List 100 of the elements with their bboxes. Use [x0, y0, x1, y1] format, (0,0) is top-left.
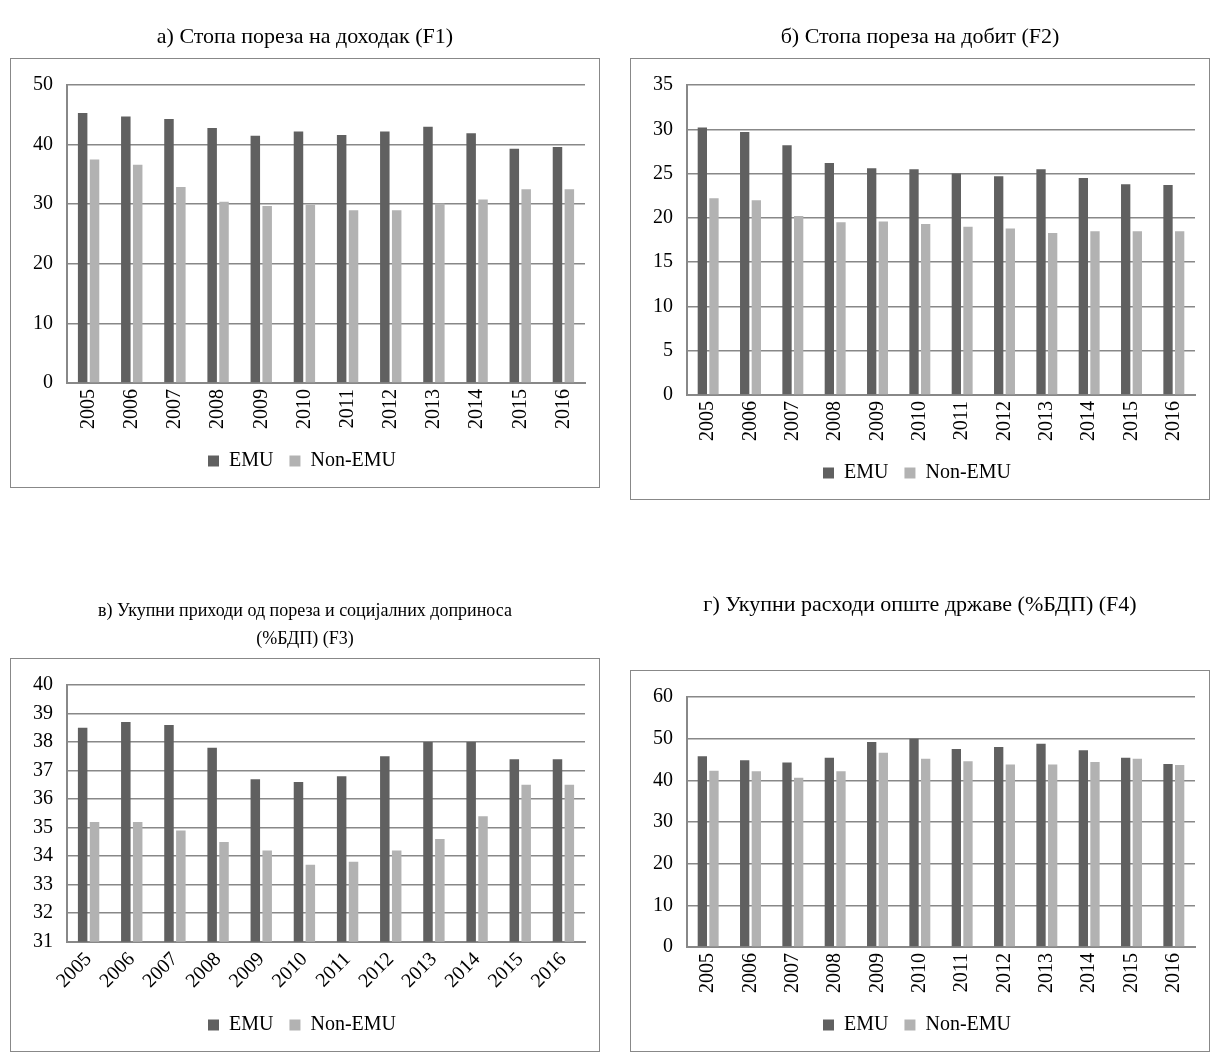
- x-tick-label: 2009: [248, 389, 271, 429]
- x-tick-label: 2005: [75, 389, 98, 429]
- bar: [1132, 231, 1142, 395]
- x-tick-label: 2016: [1161, 401, 1184, 441]
- bar: [207, 127, 217, 383]
- x-tick-label: 2011: [949, 953, 972, 993]
- x-tick-label: 2007: [780, 953, 803, 993]
- x-tick-label: 2013: [1034, 401, 1057, 441]
- x-tick-label: 2010: [291, 389, 314, 429]
- bar: [132, 164, 143, 383]
- bar: [994, 176, 1004, 395]
- legend-label: Non-EMU: [925, 1012, 1012, 1035]
- x-tick-label: 2012: [991, 953, 1014, 993]
- bar: [782, 762, 792, 947]
- x-tick-label: 2015: [1118, 401, 1141, 441]
- chart-title: а) Стопа пореза на доходак (F1): [155, 22, 455, 50]
- bar: [878, 752, 888, 947]
- x-tick-label: 2011: [334, 389, 357, 429]
- bar: [250, 135, 261, 383]
- bar: [963, 226, 973, 395]
- y-tick-label: 39: [33, 700, 53, 723]
- bar: [423, 126, 433, 383]
- bar: [1090, 762, 1100, 947]
- x-tick-label: 2016: [550, 389, 573, 429]
- bar: [921, 224, 931, 395]
- bar: [1175, 764, 1185, 947]
- bar: [782, 145, 792, 395]
- bar: [709, 198, 719, 395]
- bar: [836, 222, 846, 395]
- bar: [1048, 232, 1058, 395]
- x-tick-label: 2015: [1118, 953, 1141, 993]
- bar: [824, 757, 834, 947]
- x-tick-label: 2006: [737, 401, 760, 441]
- bar: [164, 118, 174, 383]
- legend-label: EMU: [844, 1012, 889, 1035]
- x-tick-label: 2011: [310, 947, 355, 991]
- bar: [836, 771, 846, 947]
- bar: [1175, 231, 1185, 395]
- bar: [740, 760, 750, 947]
- bar: [478, 199, 488, 383]
- bar: [1078, 178, 1088, 395]
- bar: [740, 131, 750, 395]
- y-tick-label: 33: [33, 871, 53, 894]
- bar: [1163, 764, 1173, 947]
- y-tick-label: 32: [33, 900, 53, 923]
- x-tick-label: 2012: [991, 401, 1014, 441]
- bar: [709, 770, 719, 947]
- chart-title: в) Укупни приходи од пореза и социјалних доприноса (%БДП) (F3): [97, 599, 513, 650]
- bar: [878, 221, 888, 395]
- y-tick-label: 36: [33, 786, 53, 809]
- x-tick-label: 2006: [737, 953, 760, 993]
- bar: [380, 131, 390, 383]
- legend-label: Non-EMU: [925, 460, 1012, 483]
- y-tick-label: 5: [663, 337, 673, 360]
- chart-title: г) Укупни расходи опште државе (%БДП) (F4): [702, 590, 1138, 618]
- x-tick-label: 2016: [1161, 953, 1184, 993]
- x-tick-label: 2012: [378, 389, 400, 429]
- x-tick-label: 2005: [695, 953, 718, 993]
- x-tick-label: 2014: [464, 389, 487, 429]
- bar: [794, 777, 804, 947]
- x-tick-label: 2007: [780, 401, 803, 441]
- y-tick-label: 40: [653, 767, 673, 790]
- y-tick-label: 30: [33, 191, 53, 214]
- x-tick-label: 2014: [1076, 953, 1099, 993]
- y-tick-label: 10: [33, 310, 53, 333]
- bar: [348, 210, 359, 383]
- y-tick-label: 50: [653, 725, 673, 748]
- bar: [435, 203, 445, 383]
- bar: [951, 749, 961, 947]
- bar: [336, 135, 347, 383]
- y-tick-label: 30: [653, 116, 673, 139]
- bar: [521, 189, 531, 383]
- bar: [994, 747, 1004, 947]
- y-tick-label: 34: [33, 843, 53, 866]
- x-tick-label: 2013: [1034, 953, 1057, 993]
- bar: [909, 738, 919, 947]
- y-tick-label: 60: [653, 684, 673, 707]
- legend-label: EMU: [229, 1012, 274, 1035]
- y-tick-label: 20: [653, 850, 673, 873]
- bar: [293, 131, 304, 383]
- y-tick-label: 10: [653, 892, 673, 915]
- bar: [121, 116, 131, 383]
- x-tick-label: 2006: [119, 389, 141, 429]
- bar: [1005, 764, 1015, 947]
- y-tick-label: 40: [33, 672, 53, 695]
- bar: [824, 162, 834, 395]
- y-tick-label: 0: [43, 370, 53, 393]
- bar: [1163, 185, 1173, 395]
- bar: [794, 216, 804, 395]
- y-tick-label: 40: [33, 131, 53, 154]
- x-tick-label: 2010: [907, 953, 930, 993]
- bar: [697, 756, 707, 947]
- legend-label: Non-EMU: [310, 1012, 397, 1035]
- bar: [867, 168, 877, 395]
- x-tick-label: 2007: [162, 389, 185, 429]
- bar: [963, 761, 973, 947]
- x-tick-label: 2008: [822, 953, 845, 993]
- y-tick-label: 35: [33, 814, 53, 837]
- x-tick-label: 2009: [864, 401, 887, 441]
- bar: [921, 758, 931, 947]
